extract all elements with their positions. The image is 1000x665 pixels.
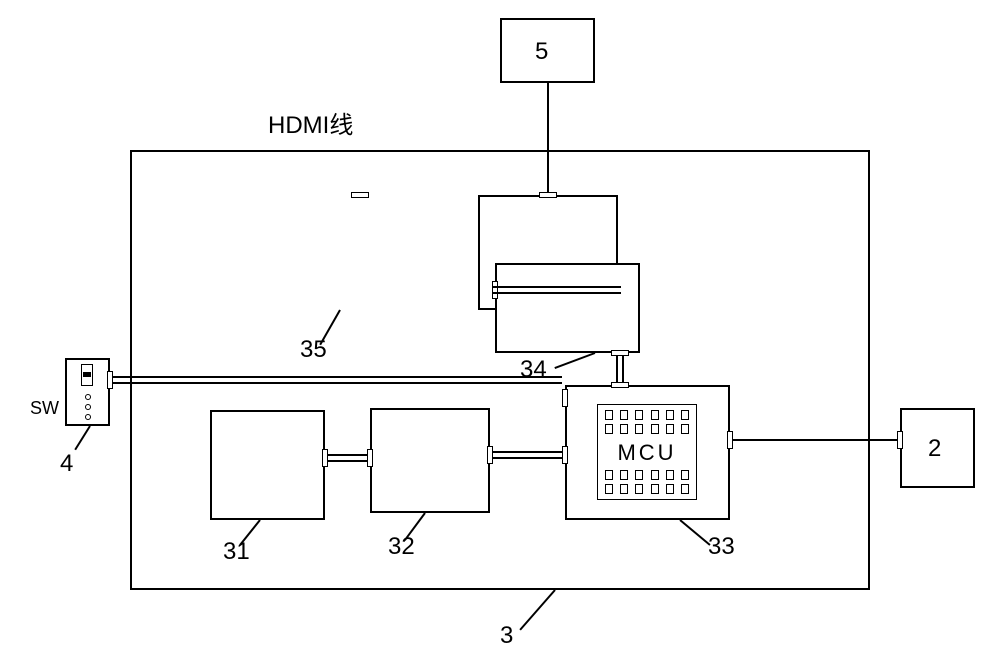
label-3: 3 (500, 622, 513, 650)
label-35: 35 (300, 336, 327, 364)
label-33: 33 (708, 533, 735, 561)
label-31: 31 (223, 538, 250, 566)
label-34: 34 (520, 356, 547, 384)
box-34 (495, 263, 640, 353)
label-sw: SW (30, 398, 59, 419)
label-5: 5 (535, 38, 548, 66)
mcu-text: MCU (607, 440, 687, 466)
label-2: 2 (928, 435, 941, 463)
label-4: 4 (60, 450, 73, 478)
diagram-canvas: 5HDMI线MCU2SW353433323134 (0, 0, 1000, 665)
label-hdmi: HDMI线 (268, 105, 353, 140)
label-32: 32 (388, 533, 415, 561)
box-32 (370, 408, 490, 513)
box-31 (210, 410, 325, 520)
